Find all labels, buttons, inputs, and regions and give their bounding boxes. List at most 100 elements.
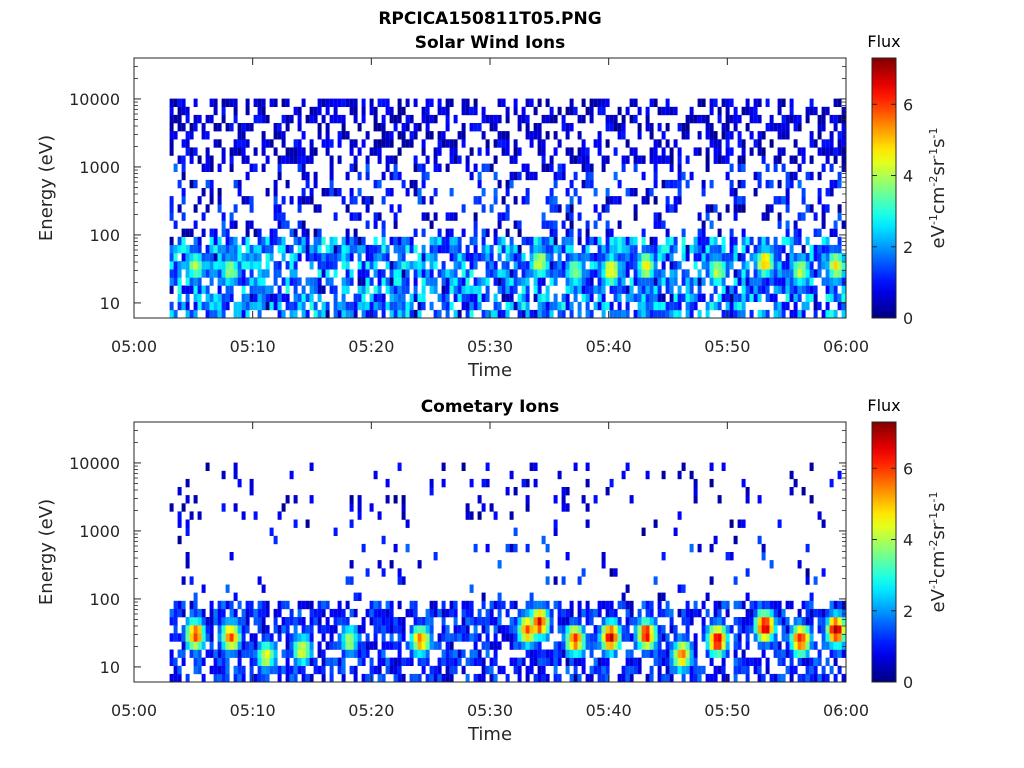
flux-cell xyxy=(357,649,362,658)
flux-cell xyxy=(293,301,298,311)
flux-cell xyxy=(533,600,538,610)
flux-cell xyxy=(181,163,186,172)
flux-cell xyxy=(717,228,722,237)
flux-cell xyxy=(221,503,226,512)
flux-cell xyxy=(417,163,422,172)
flux-cell xyxy=(809,495,814,504)
flux-cell xyxy=(529,253,534,262)
flux-cell xyxy=(581,293,586,302)
flux-cell xyxy=(429,617,434,626)
flux-cell xyxy=(313,171,318,181)
flux-cell xyxy=(681,293,686,302)
flux-cell xyxy=(497,560,502,569)
flux-cell xyxy=(757,665,762,675)
flux-cell xyxy=(321,253,326,262)
flux-cell xyxy=(661,131,666,140)
flux-cell xyxy=(829,478,834,488)
flux-cell xyxy=(277,625,282,634)
flux-cell xyxy=(433,114,438,124)
flux-cell xyxy=(429,98,434,107)
flux-cell xyxy=(361,673,366,683)
flux-cell xyxy=(389,261,394,270)
flux-cell xyxy=(541,139,546,148)
flux-cell xyxy=(469,511,474,520)
flux-cell xyxy=(477,511,482,520)
flux-cell xyxy=(797,269,802,278)
flux-cell xyxy=(397,204,402,213)
flux-cell xyxy=(789,269,794,278)
flux-cell xyxy=(405,236,410,246)
flux-cell xyxy=(805,543,810,553)
flux-cell xyxy=(829,285,834,294)
flux-cell xyxy=(653,277,658,286)
flux-cell xyxy=(301,600,306,610)
flux-cell xyxy=(409,600,414,610)
flux-cell xyxy=(309,285,314,294)
flux-cell xyxy=(281,220,286,229)
flux-cell xyxy=(685,633,690,642)
flux-cell xyxy=(245,228,250,237)
flux-cell xyxy=(549,114,554,124)
flux-cell xyxy=(281,309,286,319)
flux-cell xyxy=(833,98,838,107)
flux-cell xyxy=(777,277,782,286)
flux-cell xyxy=(429,633,434,642)
flux-cell xyxy=(733,244,738,254)
flux-cell xyxy=(265,188,270,197)
flux-cell xyxy=(185,478,190,488)
flux-cell xyxy=(669,665,674,675)
flux-cell xyxy=(777,244,782,254)
flux-cell xyxy=(353,236,358,246)
flux-cell xyxy=(621,277,626,286)
flux-cell xyxy=(581,261,586,270)
flux-cell xyxy=(825,155,830,164)
flux-cell xyxy=(297,633,302,642)
flux-cell xyxy=(653,179,658,189)
flux-cell xyxy=(577,673,582,683)
flux-cell xyxy=(369,641,374,650)
flux-cell xyxy=(565,131,570,140)
flux-cell xyxy=(265,269,270,278)
flux-cell xyxy=(665,123,670,132)
flux-cell xyxy=(353,625,358,634)
flux-cell xyxy=(641,527,646,536)
flux-cell xyxy=(705,309,710,319)
flux-cell xyxy=(461,253,466,262)
flux-cell xyxy=(389,285,394,294)
flux-cell xyxy=(741,285,746,294)
flux-cell xyxy=(741,179,746,189)
flux-cell xyxy=(177,511,182,520)
flux-cell xyxy=(229,147,234,156)
flux-cell xyxy=(637,106,642,116)
flux-cell xyxy=(333,285,338,294)
solar-wind-ions-panel: Solar Wind Ions 05:00 05:10 05:20 05:30 05:4… xyxy=(36,32,949,381)
flux-cell xyxy=(717,625,722,634)
flux-cell xyxy=(325,106,330,116)
flux-cell xyxy=(505,608,510,618)
flux-cell xyxy=(725,301,730,311)
flux-cell xyxy=(561,641,566,650)
flux-cell xyxy=(405,657,410,666)
flux-cell xyxy=(593,665,598,675)
flux-cell xyxy=(641,641,646,650)
flux-cell xyxy=(705,253,710,262)
flux-cell xyxy=(461,228,466,237)
flux-cell xyxy=(225,633,230,642)
flux-cell xyxy=(585,673,590,683)
flux-cell xyxy=(721,123,726,132)
flux-cell xyxy=(269,236,274,246)
flux-cell xyxy=(741,649,746,658)
flux-cell xyxy=(573,617,578,626)
flux-cell xyxy=(713,261,718,270)
flux-cell xyxy=(549,261,554,270)
flux-cell xyxy=(625,269,630,278)
flux-cell xyxy=(649,665,654,675)
flux-cell xyxy=(273,228,278,237)
flux-cell xyxy=(249,277,254,286)
flux-cell xyxy=(553,277,558,286)
flux-cell xyxy=(677,511,682,520)
flux-cell xyxy=(209,633,214,642)
flux-cell xyxy=(197,114,202,124)
flux-cell xyxy=(661,179,666,189)
